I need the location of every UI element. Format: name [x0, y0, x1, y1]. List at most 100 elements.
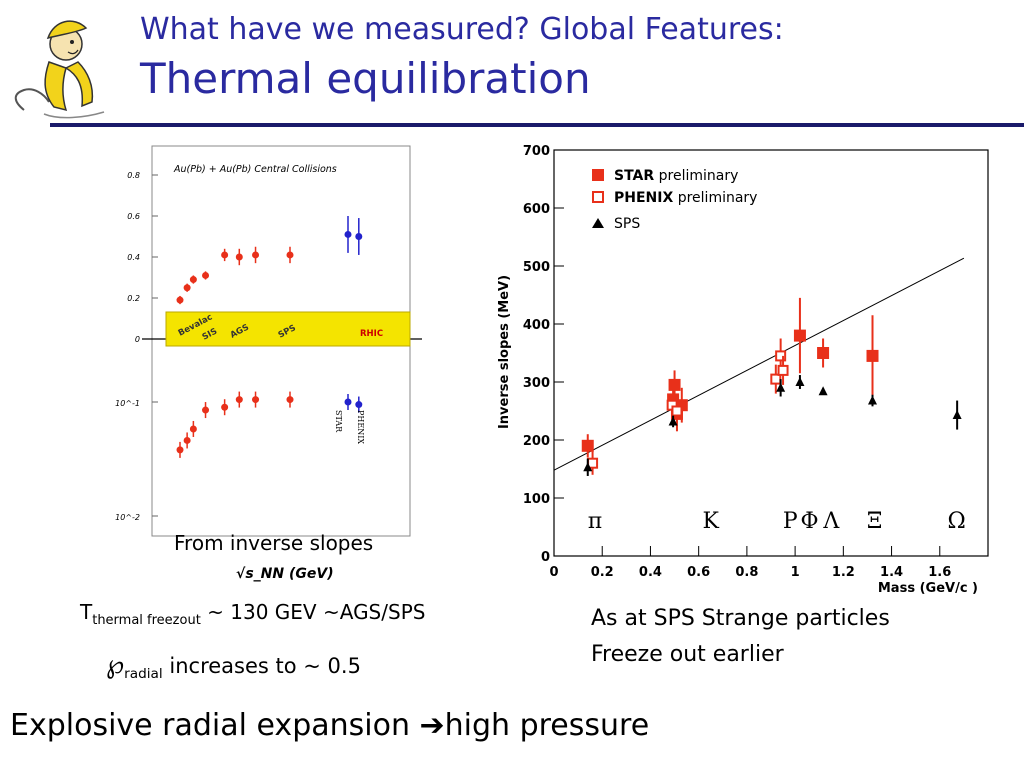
right-xtick-label: 0 [549, 565, 558, 580]
bottom-conclusion: Explosive radial expansion ➔high pressur… [10, 708, 649, 743]
legend-marker-star [592, 169, 604, 181]
sps-point [795, 377, 805, 386]
left-bottom-point [176, 446, 184, 454]
legend-label-rest: preliminary [673, 190, 757, 206]
left-bottom-point [189, 425, 197, 433]
left-top-ytick-label: 0.4 [127, 253, 140, 262]
right-xtick-label: 0.4 [639, 565, 662, 580]
left-top-point [176, 296, 184, 304]
legend-label-bold: PHENIX [614, 190, 673, 206]
left-top-point [189, 276, 197, 284]
right-ytick-label: 600 [523, 202, 550, 217]
right-ytick-label: 300 [523, 376, 550, 391]
title-divider [50, 123, 1024, 127]
sps-point [583, 462, 593, 472]
left-bottom-point [286, 396, 294, 404]
radial-rest: increases to ~ 0.5 [162, 654, 361, 678]
bottom-text-after: high pressure [444, 708, 650, 743]
right-xtick-label: 0.6 [687, 565, 710, 580]
left-bottom-point [202, 406, 210, 414]
right-arrow-icon: ➔ [419, 708, 445, 743]
from-inverse-slopes-caption: From inverse slopes [174, 531, 374, 555]
particle-label: Λ [822, 509, 840, 534]
particle-label: K [703, 509, 720, 534]
sps-point [818, 386, 828, 396]
left-bottom-point [252, 396, 260, 404]
accelerator-band [165, 311, 411, 347]
left-top-point [252, 251, 260, 259]
left-bottom-ytick-label: 10^-1 [115, 399, 140, 408]
right-ytick-label: 500 [523, 260, 550, 275]
right-ytick-label: 400 [523, 318, 550, 333]
particle-label: Φ [801, 509, 819, 534]
sps-point [776, 382, 786, 392]
band-label-rhic: RHIC [360, 329, 383, 339]
left-top-point [355, 233, 363, 240]
right-xtick-label: 0.2 [591, 565, 614, 580]
legend-label-rest: preliminary [654, 168, 738, 184]
particle-label: Ω [948, 509, 966, 534]
thermal-freezeout-caption: Tthermal freezout ~ 130 GEV ~AGS/SPS [80, 600, 425, 628]
left-xlabel: √s_NN (GeV) [236, 566, 334, 582]
radial-symbol: ℘ [106, 650, 125, 680]
left-vertical-label: PHENIX [356, 410, 365, 444]
left-top-ytick-label: 0.2 [127, 294, 140, 303]
legend-label: PHENIX preliminary [614, 190, 757, 206]
right-ytick-label: 0 [541, 550, 550, 565]
right-ytick-label: 100 [523, 492, 550, 507]
slide-title-line1: What have we measured? Global Features: [140, 12, 784, 47]
particle-label: P [783, 509, 798, 534]
tff-rest: ~ 130 GEV ~AGS/SPS [200, 600, 426, 624]
right-xtick-label: 1.4 [880, 565, 903, 580]
sps-point [952, 410, 962, 420]
legend-label: STAR preliminary [614, 168, 738, 184]
star-point [866, 349, 879, 362]
sps-caption-line2: Freeze out earlier [591, 642, 784, 667]
phenix-point [777, 364, 789, 376]
legend-label: SPS [614, 216, 640, 232]
left-top-point [221, 251, 229, 259]
left-top-ytick-label: 0.8 [127, 171, 140, 180]
slide-title-line2: Thermal equilibration [140, 54, 591, 103]
particle-label: π [588, 509, 602, 534]
sps-point [868, 395, 878, 405]
left-top-point [235, 253, 243, 261]
left-top-point [286, 251, 294, 259]
left-top-ytick-label: 0 [135, 335, 140, 344]
right-xtick-label: 1 [791, 565, 800, 580]
sps-point [668, 416, 678, 426]
left-top-title: Au(Pb) + Au(Pb) Central Collisions [173, 164, 337, 175]
left-top-point [183, 284, 191, 292]
sps-caption-line1: As at SPS Strange particles [591, 606, 890, 631]
legend-label-bold: STAR [614, 168, 654, 184]
phenix-point [770, 373, 782, 385]
right-xtick-label: 0.8 [735, 565, 758, 580]
tff-T: T [80, 600, 93, 624]
tff-subscript: thermal freezout [92, 613, 201, 628]
radial-subscript: radial [124, 666, 163, 683]
right-xlabel: Mass (GeV/c ) [878, 581, 978, 596]
left-bottom-point [235, 396, 243, 404]
left-top-point [344, 230, 352, 238]
legend-marker-sps [592, 218, 604, 228]
left-vertical-label: STAR [334, 410, 343, 433]
star-point [817, 347, 830, 359]
star-point [793, 329, 806, 342]
star-point [668, 378, 681, 391]
cat-in-hat-mascot-icon [14, 20, 105, 119]
inverse-slopes-chart: 0 100 200 300 400 500 600 700 0 0.2 0.4 0.6 0.8 1 1.2 1… [497, 144, 989, 596]
left-bottom-point [344, 398, 352, 406]
particle-label: Ξ [867, 509, 882, 534]
phenix-point [775, 350, 787, 362]
star-point [581, 439, 594, 452]
left-top-point [202, 271, 210, 279]
bottom-text-before: Explosive radial expansion [10, 708, 420, 743]
left-bottom-ytick-label: 10^-2 [115, 513, 140, 522]
phenix-point [671, 405, 683, 417]
left-bottom-point [183, 436, 191, 444]
legend-marker-phenix [592, 191, 604, 203]
right-xtick-label: 1.6 [928, 565, 951, 580]
left-bottom-point [221, 403, 229, 411]
right-ytick-label: 200 [523, 434, 550, 449]
fit-line [553, 257, 965, 471]
